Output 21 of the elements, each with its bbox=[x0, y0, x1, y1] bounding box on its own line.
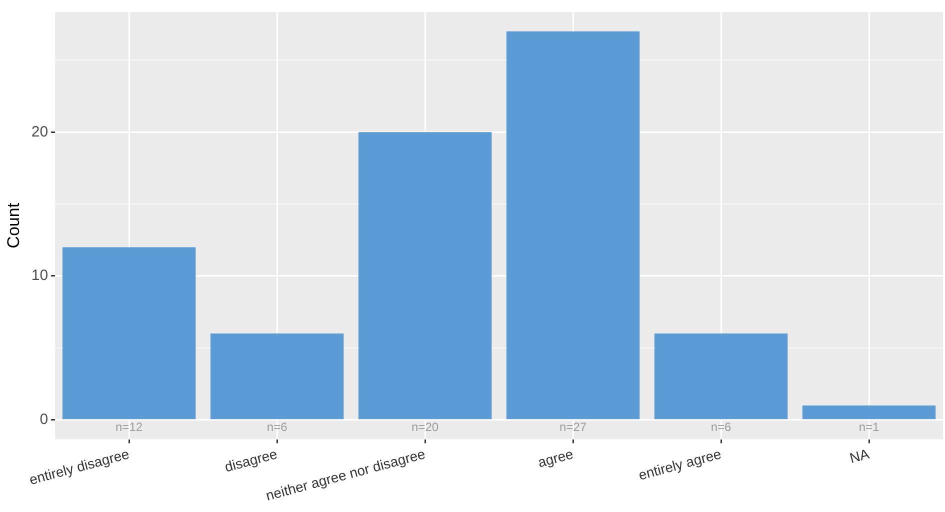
x-tick-label: agree bbox=[536, 446, 576, 470]
bar bbox=[210, 334, 344, 420]
x-tick-label: disagree bbox=[222, 446, 280, 475]
bar bbox=[62, 247, 196, 420]
data-label: n=6 bbox=[266, 420, 288, 434]
data-label: n=20 bbox=[412, 420, 439, 434]
data-label: n=1 bbox=[858, 420, 880, 434]
data-label: n=12 bbox=[116, 420, 143, 434]
y-tick-label: 20 bbox=[31, 123, 48, 140]
bar bbox=[506, 31, 640, 420]
y-axis-title: Count bbox=[4, 202, 23, 248]
bar bbox=[802, 405, 936, 420]
x-tick-label: entirely agree bbox=[636, 446, 723, 483]
data-label: n=6 bbox=[710, 420, 732, 434]
y-tick-label: 10 bbox=[31, 267, 48, 284]
bar bbox=[358, 132, 492, 420]
data-label: n=27 bbox=[560, 420, 587, 434]
bar bbox=[654, 334, 788, 420]
x-tick-label: NA bbox=[848, 445, 872, 466]
y-tick-label: 0 bbox=[40, 410, 48, 428]
x-tick-label: entirely disagree bbox=[27, 446, 132, 488]
